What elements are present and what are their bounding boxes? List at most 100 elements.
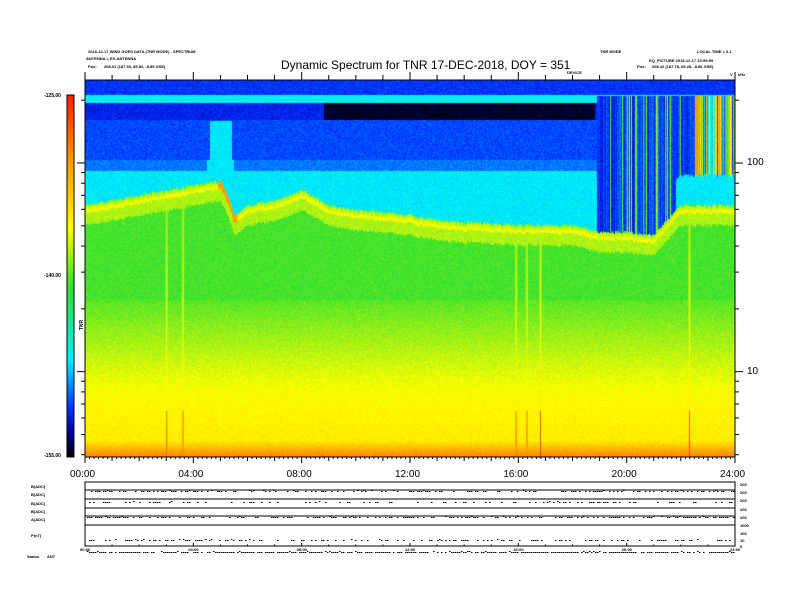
- lower-panel-trace-point: [589, 491, 591, 492]
- lower-panel-trace-point: [241, 540, 243, 541]
- lower-panel-trace-point: [581, 502, 583, 503]
- lower-panel-trace-point: [127, 540, 129, 541]
- lower-panel-trace-point: [661, 491, 663, 492]
- lower-panel-trace-point: [219, 491, 221, 492]
- header-left-pos-label: Pos:: [88, 64, 97, 69]
- lower-panel-trace-point: [565, 491, 567, 492]
- lower-panel-trace-point: [169, 502, 171, 503]
- lower-panel-trace-point: [601, 491, 603, 492]
- lower-panel-trace-point: [647, 517, 649, 518]
- lower-panel-trace-point: [89, 540, 91, 541]
- lower-panel-trace-point: [553, 502, 555, 503]
- lower-panel-trace-point: [131, 552, 133, 553]
- lower-panel-trace-point: [285, 552, 287, 553]
- lower-panel-trace-point: [345, 517, 347, 518]
- lower-x-tick-label: 12:00: [405, 547, 416, 552]
- lower-panel-trace-point: [163, 517, 165, 518]
- lower-panel-trace-point: [641, 552, 643, 553]
- lower-panel-trace-point: [235, 491, 237, 492]
- lower-panel-trace-point: [201, 540, 203, 541]
- lower-panel-trace-point: [449, 540, 451, 541]
- lower-panel-trace-point: [95, 517, 97, 518]
- lower-panel-trace-point: [323, 491, 325, 492]
- lower-panel-trace-point: [187, 552, 189, 553]
- lower-panel-trace-point: [579, 491, 581, 492]
- lower-panel-trace-point: [517, 516, 519, 517]
- lower-panel-trace-point: [195, 540, 197, 541]
- lower-panel-trace-point: [353, 491, 355, 492]
- lower-panel-trace-point: [715, 517, 717, 518]
- lower-panel-trace-point: [563, 552, 565, 553]
- lower-panel-trace-point: [461, 540, 463, 541]
- lower-panel-trace-point: [409, 491, 411, 492]
- x-tick-label: 08:00: [286, 469, 312, 480]
- lower-panel-trace-point: [541, 540, 543, 541]
- lower-panel-trace-point: [193, 491, 195, 492]
- lower-panel-trace-point: [385, 517, 387, 518]
- lower-panel-trace-point: [375, 517, 377, 518]
- lower-panel-trace-point: [535, 540, 537, 541]
- lower-panel-trace-point: [733, 552, 735, 553]
- lower-panel-trace-point: [333, 517, 335, 518]
- lower-panel-trace-point: [719, 552, 721, 553]
- lower-panel-trace-point: [287, 552, 289, 553]
- lower-panel-trace-point: [355, 517, 357, 518]
- lower-panel-trace-point: [249, 539, 251, 540]
- lower-panel-trace-point: [655, 552, 657, 553]
- lower-panel-trace-point: [503, 516, 505, 517]
- lower-panel-trace-point: [535, 552, 537, 553]
- lower-panel-trace-point: [375, 552, 377, 553]
- lower-panel-trace-point: [333, 552, 335, 553]
- lower-panel-trace-point: [229, 552, 231, 553]
- lower-panel-trace-point: [695, 502, 697, 503]
- lower-panel-trace-point: [209, 552, 211, 553]
- lower-panel-trace-point: [693, 552, 695, 553]
- lower-panel-trace-point: [93, 552, 95, 553]
- lower-panel-trace-point: [175, 552, 177, 553]
- status-label: Status: [27, 554, 40, 559]
- lower-panel-trace-point: [291, 517, 293, 518]
- lower-panel-trace-point: [467, 491, 469, 492]
- lower-panel-trace-point: [603, 517, 605, 518]
- lower-panel-trace-point: [683, 540, 685, 541]
- lower-panel-trace-point: [511, 491, 513, 492]
- lower-panel-trace-point: [497, 491, 499, 492]
- lower-panel-trace-point: [563, 491, 565, 492]
- lower-panel-trace-point: [189, 517, 191, 518]
- lower-panel-trace-point: [325, 502, 327, 503]
- lower-panel-trace-point: [525, 491, 527, 492]
- lower-panel-trace-point: [359, 517, 361, 518]
- lower-panel-trace-point: [691, 491, 693, 492]
- lower-panel-trace-point: [491, 552, 493, 553]
- lower-panel-trace-point: [623, 517, 625, 518]
- lower-panel-trace-point: [233, 552, 235, 553]
- lower-panel-trace-point: [243, 552, 245, 553]
- lower-panel-trace-point: [521, 517, 523, 518]
- lower-panel-trace-point: [595, 540, 597, 541]
- v-marker: V: [730, 72, 733, 77]
- lower-panel-label: B(ADC): [31, 492, 46, 497]
- lower-panel-trace-point: [455, 502, 457, 503]
- lower-panel-trace-point: [107, 502, 109, 503]
- lower-panel-trace-point: [273, 517, 275, 518]
- lower-panel-trace-point: [217, 491, 219, 492]
- lower-panel-trace-point: [691, 517, 693, 518]
- header-right-line3: EQ_PICTURE 2018-12-17 23:59:59: [649, 58, 714, 63]
- lower-panel-trace-point: [575, 552, 577, 553]
- lower-panel-trace-point: [423, 490, 425, 491]
- lower-panel-trace-point: [389, 502, 391, 503]
- lower-panel-trace-point: [551, 552, 553, 553]
- lower-panel-trace-point: [675, 552, 677, 553]
- lower-panel-trace-point: [273, 552, 275, 553]
- lower-panel-trace-point: [475, 552, 477, 553]
- lower-panel-trace-point: [477, 517, 479, 518]
- lower-panel-trace-point: [253, 540, 255, 541]
- lower-panel-trace-point: [673, 502, 675, 503]
- lower-panel-trace-point: [121, 516, 123, 517]
- lower-panel-trace-point: [629, 502, 631, 503]
- lower-panel-trace-point: [569, 540, 571, 541]
- lower-panel-trace-point: [431, 502, 433, 503]
- lower-panel-trace-point: [295, 491, 297, 492]
- lower-panel-trace-point: [651, 517, 653, 518]
- lower-panel-trace-point: [711, 552, 713, 553]
